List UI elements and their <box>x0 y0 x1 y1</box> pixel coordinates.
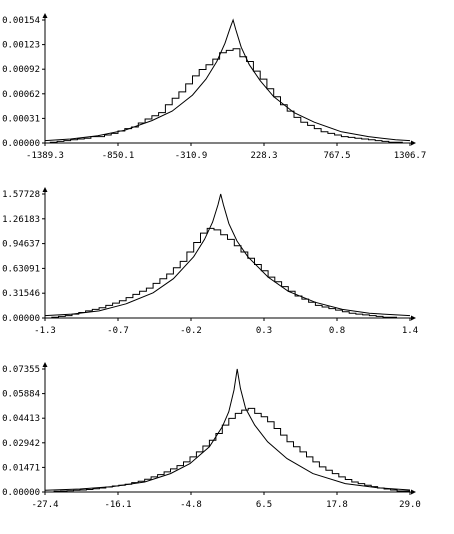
panel-2: 0.00000 0.31546 0.63091 0.94637 1.26183 1.577… <box>2 187 418 336</box>
x-tick-label: 1.4 <box>402 326 418 336</box>
x-tick-label: -1389.3 <box>26 151 64 161</box>
density-curve-series <box>44 18 411 142</box>
y-tick-label: 0.94637 <box>2 240 40 250</box>
y-tick-label: 0.01471 <box>2 463 40 473</box>
x-axis-arrow <box>411 489 416 495</box>
y-tick-label: 0.05884 <box>2 390 40 400</box>
density-curve-series <box>44 193 411 317</box>
y-tick-label: 0.04413 <box>2 414 40 424</box>
y-tick-label: 0.00062 <box>2 90 40 100</box>
x-tick-label: 767.5 <box>323 151 350 161</box>
y-tick-label: 0.00123 <box>2 41 40 51</box>
histogram-series <box>45 48 410 144</box>
x-tick-label: 29.0 <box>399 500 421 510</box>
x-tick-label: -0.7 <box>107 326 129 336</box>
y-tick-label: 1.57728 <box>2 190 40 200</box>
x-tick-label: 0.3 <box>256 326 272 336</box>
x-tick-label: -27.4 <box>31 500 58 510</box>
y-tick-label: 0.00000 <box>2 139 40 149</box>
x-tick-label: 228.3 <box>250 151 277 161</box>
x-axis-arrow <box>411 315 416 321</box>
histogram-series <box>45 227 410 319</box>
y-axis-arrow <box>42 13 48 18</box>
panel-1: 0.00000 0.00031 0.00062 0.00092 0.00123 0.001… <box>2 13 426 161</box>
x-axis-arrow <box>411 140 416 146</box>
x-tick-label: -310.9 <box>175 151 208 161</box>
x-tick-label: -4.8 <box>180 500 202 510</box>
x-tick-label: -0.2 <box>180 326 202 336</box>
y-tick-label: 0.31546 <box>2 289 40 299</box>
y-tick-label: 0.63091 <box>2 264 40 274</box>
x-tick-label: 1306.7 <box>394 151 427 161</box>
y-tick-label: 0.00031 <box>2 114 40 124</box>
y-tick-label: 0.02942 <box>2 439 40 449</box>
x-tick-label: 0.8 <box>329 326 345 336</box>
y-tick-label: 0.00154 <box>2 16 40 26</box>
density-curve-series <box>44 368 411 491</box>
x-tick-label: -16.1 <box>104 500 131 510</box>
y-tick-label: 0.00092 <box>2 65 40 75</box>
y-axis-arrow <box>42 187 48 192</box>
panel-3: 0.00000 0.01471 0.02942 0.04413 0.05884 0.073… <box>2 362 421 510</box>
y-tick-label: 0.00000 <box>2 314 40 324</box>
y-tick-label: 1.26183 <box>2 215 40 225</box>
y-tick-label: 0.00000 <box>2 488 40 498</box>
histogram-series <box>45 407 410 493</box>
x-tick-label: 6.5 <box>256 500 272 510</box>
x-tick-label: 17.8 <box>326 500 348 510</box>
x-tick-label: -1.3 <box>34 326 56 336</box>
y-tick-label: 0.07355 <box>2 365 40 375</box>
y-axis-arrow <box>42 362 48 367</box>
x-tick-label: -850.1 <box>102 151 135 161</box>
